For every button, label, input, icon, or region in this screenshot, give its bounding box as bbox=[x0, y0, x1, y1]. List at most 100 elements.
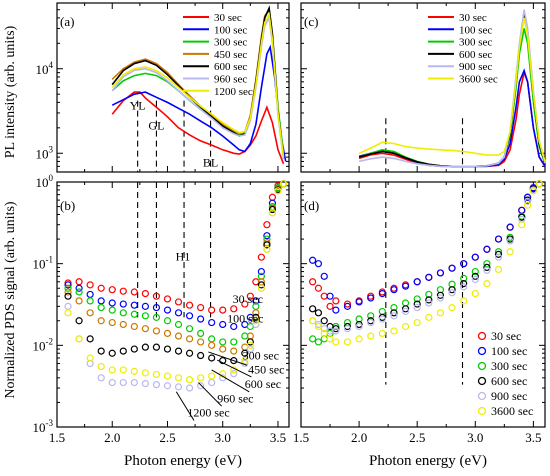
legend-label: 30 sec bbox=[214, 12, 242, 24]
series-label: 960 sec bbox=[217, 391, 253, 405]
data-point bbox=[448, 286, 456, 294]
data-point bbox=[163, 306, 172, 314]
data-point bbox=[401, 282, 410, 290]
data-point bbox=[208, 341, 216, 349]
legend-label: 1200 sec bbox=[214, 86, 253, 98]
data-point bbox=[208, 372, 216, 380]
series-label: 300 sec bbox=[243, 349, 279, 363]
data-point bbox=[367, 318, 375, 327]
data-point bbox=[141, 290, 149, 298]
data-point bbox=[208, 378, 216, 387]
data-point bbox=[326, 335, 334, 343]
data-point bbox=[314, 338, 323, 346]
data-point bbox=[97, 374, 105, 382]
data-point bbox=[378, 315, 386, 323]
data-point bbox=[163, 382, 172, 390]
series-100-sec bbox=[309, 180, 543, 314]
data-point bbox=[163, 329, 172, 337]
data-point bbox=[355, 320, 363, 329]
data-point bbox=[108, 378, 116, 387]
data-point bbox=[246, 341, 254, 349]
data-point bbox=[518, 206, 526, 214]
x-tick-label: 3.5 bbox=[270, 430, 286, 445]
data-point bbox=[208, 335, 216, 343]
x-tick-label: 2.5 bbox=[409, 430, 425, 445]
data-point bbox=[355, 322, 363, 331]
x-tick-label: 2.0 bbox=[351, 430, 367, 445]
y-tick-label: 10-1 bbox=[33, 255, 54, 272]
data-point bbox=[252, 317, 260, 325]
series-1200-sec bbox=[111, 11, 285, 158]
x-tick-label: 1.5 bbox=[293, 430, 309, 445]
data-point bbox=[230, 338, 238, 346]
data-point bbox=[97, 303, 105, 312]
data-point bbox=[86, 290, 94, 299]
data-point bbox=[401, 322, 410, 331]
data-point bbox=[152, 303, 161, 312]
legend-label: 960 sec bbox=[214, 74, 247, 86]
panel-label: (b) bbox=[60, 198, 75, 213]
data-point bbox=[460, 274, 468, 283]
data-point bbox=[309, 256, 317, 264]
data-point bbox=[185, 301, 194, 309]
data-point bbox=[332, 338, 340, 346]
legend-label: 600 sec bbox=[214, 61, 247, 73]
data-point bbox=[268, 205, 277, 214]
data-point bbox=[314, 260, 323, 268]
data-point bbox=[413, 318, 421, 327]
data-point bbox=[326, 302, 334, 310]
y-tick-label: 104 bbox=[36, 60, 54, 77]
panel-label: (d) bbox=[304, 198, 319, 213]
legend-marker bbox=[477, 331, 487, 341]
data-point bbox=[378, 290, 386, 298]
data-point bbox=[367, 312, 375, 320]
data-point bbox=[75, 335, 83, 343]
x-tick-label: 3.5 bbox=[525, 430, 541, 445]
series-line bbox=[358, 9, 546, 168]
data-point bbox=[97, 297, 105, 305]
data-point bbox=[174, 320, 183, 329]
data-point bbox=[314, 309, 323, 317]
data-point bbox=[241, 357, 249, 365]
legend-label: 300 sec bbox=[459, 37, 492, 49]
data-point bbox=[436, 269, 445, 277]
data-point bbox=[108, 366, 116, 374]
data-point bbox=[86, 281, 94, 289]
data-point bbox=[108, 318, 116, 327]
data-point bbox=[141, 379, 149, 388]
data-point bbox=[413, 303, 421, 312]
data-point bbox=[471, 275, 479, 284]
data-point bbox=[471, 253, 479, 261]
data-point bbox=[413, 300, 421, 308]
data-point bbox=[152, 313, 161, 321]
data-point bbox=[141, 325, 149, 333]
data-point bbox=[230, 370, 238, 378]
data-point bbox=[86, 309, 94, 317]
data-point bbox=[185, 384, 194, 392]
data-point bbox=[119, 287, 127, 295]
legend-label: 100 sec bbox=[459, 24, 492, 36]
annotation: BL bbox=[203, 155, 218, 169]
data-point bbox=[460, 283, 468, 291]
y-axis-label-bottom: Normalized PDS signal (arb. units) bbox=[3, 201, 18, 398]
data-point bbox=[425, 299, 433, 307]
data-point bbox=[208, 306, 216, 314]
panel-b: 1.5 2.0 2.5 3.0 3.5 10-3 10-2 10-1 100 (b) H1 30 se… bbox=[33, 173, 290, 445]
data-point bbox=[174, 309, 183, 317]
data-point bbox=[152, 381, 161, 389]
data-point bbox=[130, 322, 138, 331]
data-point bbox=[197, 329, 205, 337]
data-point bbox=[378, 329, 386, 337]
series-300-sec bbox=[309, 180, 543, 346]
data-point bbox=[75, 284, 83, 292]
data-point bbox=[460, 280, 468, 288]
data-point bbox=[483, 266, 491, 274]
data-point bbox=[390, 309, 398, 317]
data-point bbox=[241, 300, 249, 308]
data-point bbox=[448, 289, 456, 297]
data-point bbox=[108, 299, 116, 307]
annotation: H1 bbox=[176, 249, 191, 263]
x-axis-label-right: Photon energy (eV) bbox=[369, 453, 487, 469]
